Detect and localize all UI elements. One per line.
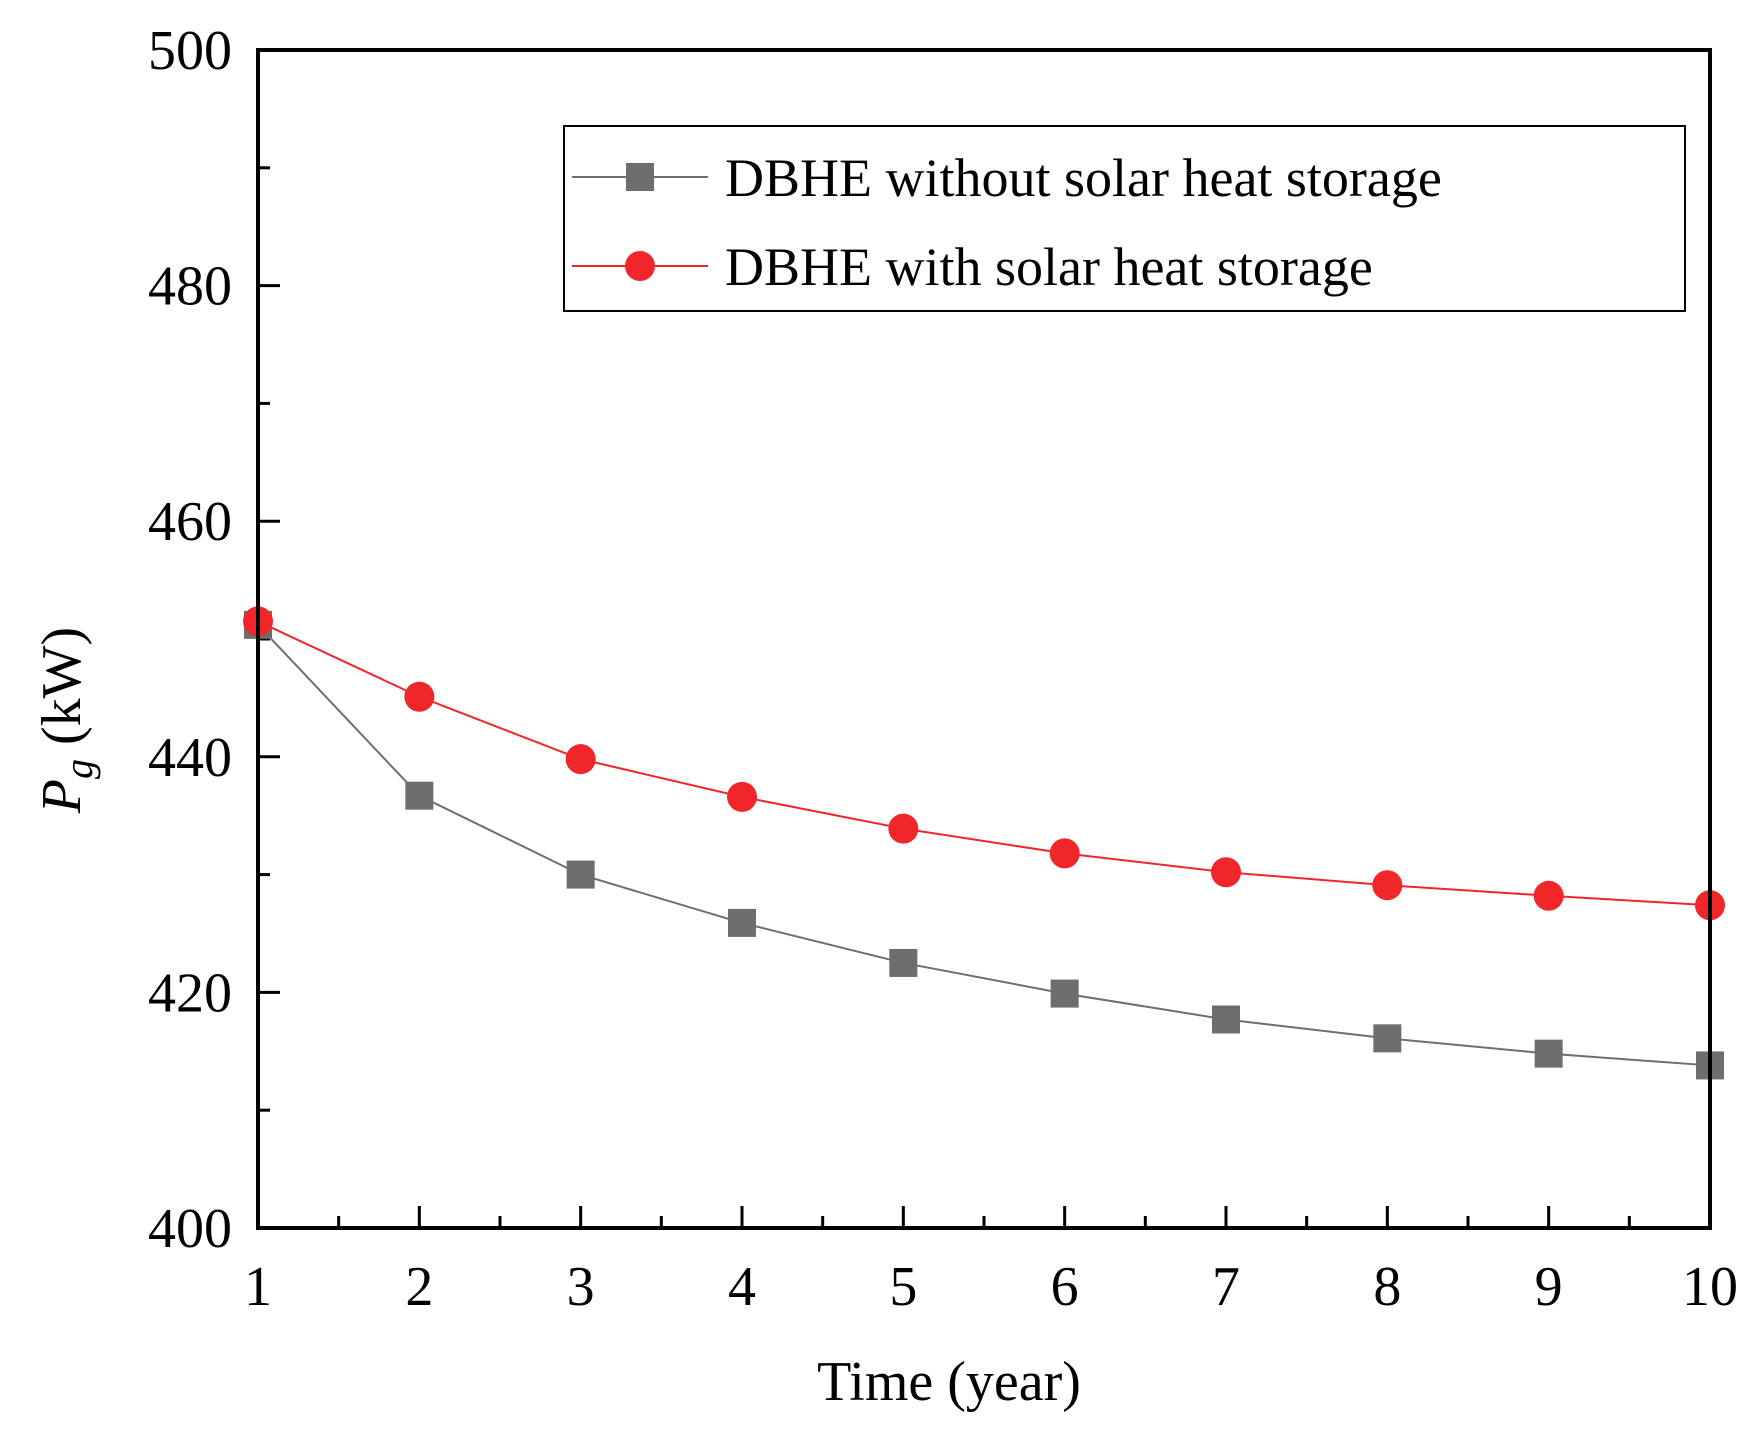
data-point-square bbox=[728, 908, 756, 937]
series-without-solar bbox=[244, 610, 1724, 1080]
y-tick-label: 500 bbox=[148, 20, 232, 82]
plot-area-frame bbox=[256, 48, 1712, 1230]
data-point-square bbox=[1050, 979, 1079, 1008]
x-tick-label: 7 bbox=[1212, 1256, 1240, 1318]
legend-marker-square-icon bbox=[626, 163, 654, 191]
x-tick-label: 8 bbox=[1373, 1256, 1401, 1318]
data-point-circle bbox=[1372, 870, 1403, 901]
x-tick-label: 6 bbox=[1051, 1256, 1079, 1318]
data-point-square bbox=[405, 781, 434, 810]
series-layer bbox=[243, 606, 1725, 1080]
series-line bbox=[257, 624, 1711, 1067]
legend-box bbox=[563, 125, 1686, 312]
x-tick-label: 3 bbox=[567, 1256, 595, 1318]
y-axis-subscript: g bbox=[56, 759, 101, 779]
series-line bbox=[257, 620, 1711, 907]
data-point-square bbox=[1212, 1005, 1240, 1034]
y-axis-title: Pg (kW) bbox=[31, 627, 101, 814]
y-axis-unit: (kW) bbox=[31, 627, 93, 745]
x-tick-label: 9 bbox=[1535, 1256, 1563, 1318]
y-tick-labels: 400 420 440 460 480 500 bbox=[148, 20, 232, 1260]
series-with-solar bbox=[243, 606, 1725, 921]
x-tick-label: 10 bbox=[1682, 1256, 1738, 1318]
y-tick-label: 480 bbox=[148, 256, 232, 318]
x-tick-label: 5 bbox=[889, 1256, 917, 1318]
data-point-square bbox=[566, 860, 595, 889]
data-point-circle bbox=[1049, 838, 1080, 869]
data-point-square bbox=[1373, 1024, 1402, 1053]
x-tick-labels: 1 2 3 4 5 6 7 8 9 10 bbox=[244, 1256, 1738, 1318]
y-tick-label: 440 bbox=[148, 727, 232, 789]
legend-marker-circle-icon bbox=[625, 251, 655, 281]
data-point-square bbox=[889, 948, 918, 977]
data-point-circle bbox=[727, 781, 757, 812]
y-axis-symbol: P bbox=[31, 779, 93, 814]
x-axis-title: Time (year) bbox=[817, 1351, 1081, 1413]
y-tick-label: 400 bbox=[148, 1198, 232, 1260]
legend-label-with: DBHE with solar heat storage bbox=[725, 237, 1373, 297]
x-tick-label: 2 bbox=[405, 1256, 433, 1318]
legend: DBHE without solar heat storage DBHE wit… bbox=[563, 125, 1686, 312]
data-point-circle bbox=[404, 681, 435, 712]
data-point-circle bbox=[1211, 857, 1241, 888]
data-point-circle bbox=[565, 744, 596, 775]
legend-label-without: DBHE without solar heat storage bbox=[725, 148, 1442, 208]
y-tick-label: 460 bbox=[148, 491, 232, 553]
y-tick-label: 420 bbox=[148, 962, 232, 1024]
data-point-circle bbox=[888, 813, 919, 844]
x-tick-label: 4 bbox=[728, 1256, 756, 1318]
minor-ticks bbox=[258, 166, 1631, 1228]
data-point-square bbox=[1534, 1039, 1563, 1068]
x-tick-label: 1 bbox=[244, 1256, 272, 1318]
data-point-circle bbox=[1533, 880, 1564, 911]
